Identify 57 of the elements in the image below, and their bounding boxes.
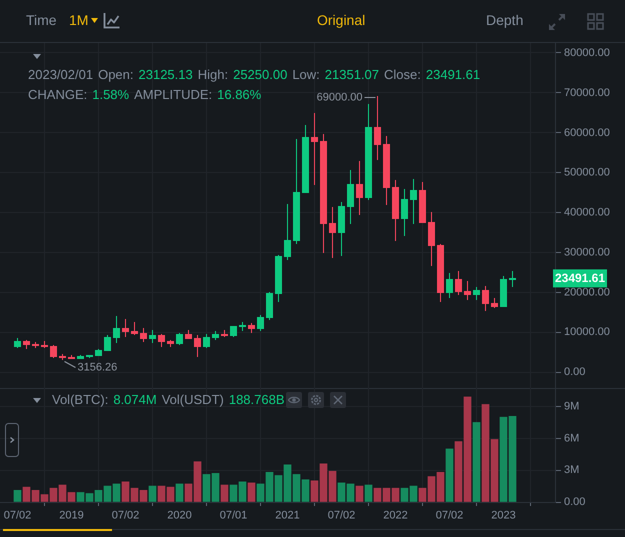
bar (248, 482, 256, 502)
x-tick-label: 2020 (167, 510, 192, 522)
annotation: 2023/02/01 (28, 67, 94, 83)
x-tick-label: 07/02 (112, 510, 140, 522)
x-tick-label: 2021 (275, 510, 300, 522)
annotation: 3156.26 (78, 362, 118, 374)
annotation: 69000.00 (316, 92, 362, 104)
y-tick-label: 3M (564, 464, 580, 476)
annotation: Low: (292, 67, 320, 83)
x-tick-label: 07/01 (220, 510, 248, 522)
bar (446, 448, 454, 502)
y-tick-label: 10000.00 (564, 326, 610, 338)
bar (176, 484, 184, 502)
annotation: 8.074M (113, 392, 157, 408)
x-tick-label: 07/02 (328, 510, 356, 522)
y-tick-label: 20000.00 (564, 286, 610, 298)
y-tick-label: 9M (564, 400, 580, 413)
annotation: 23125.13 (138, 67, 193, 83)
annotation: 16.86% (217, 87, 262, 103)
y-tick-label: 40000.00 (564, 206, 610, 219)
annotation: 188.768B (228, 392, 285, 408)
bar (220, 484, 228, 502)
x-tick-label: 07/02 (436, 510, 464, 522)
text: Depth (486, 12, 524, 29)
y-tick-label: 70000.00 (564, 86, 610, 99)
bar (148, 486, 156, 502)
annotation: High: (198, 67, 228, 83)
y-tick-label: 60000.00 (564, 126, 610, 139)
text: 1M (69, 12, 88, 29)
bar (364, 484, 372, 502)
y-tick-label: 50000.00 (564, 166, 610, 179)
candlestick (311, 113, 318, 185)
y-tick-label: 30000.00 (564, 246, 610, 258)
annotation: 1.58% (92, 87, 130, 103)
text: Time (26, 12, 57, 29)
y-tick-label: 80000.00 (564, 47, 610, 59)
y-tick-label: 0.00 (564, 366, 586, 378)
annotation: Vol(BTC): (52, 392, 108, 408)
annotation: Vol(USDT) (162, 392, 224, 408)
x-tick-label: 07/02 (4, 510, 32, 522)
x-tick-label: 2019 (59, 510, 84, 522)
text: Original (317, 12, 366, 29)
annotation: 21351.07 (324, 67, 380, 83)
annotation: AMPLITUDE: (134, 87, 212, 103)
x-tick-label: 2022 (383, 510, 408, 522)
bar (472, 422, 480, 502)
y-tick-label: 6M (564, 432, 580, 444)
annotation: Open: (98, 67, 134, 83)
annotation: CHANGE: (28, 87, 88, 103)
y-tick-label: 0.00 (564, 496, 586, 508)
text: 23491.61 (554, 271, 606, 286)
bar (14, 490, 22, 502)
x-tick-label: 2023 (491, 510, 516, 522)
annotation: 25250.00 (233, 67, 288, 83)
bar (356, 486, 364, 502)
annotation: Close: (384, 67, 421, 83)
annotation: 23491.61 (426, 67, 480, 83)
